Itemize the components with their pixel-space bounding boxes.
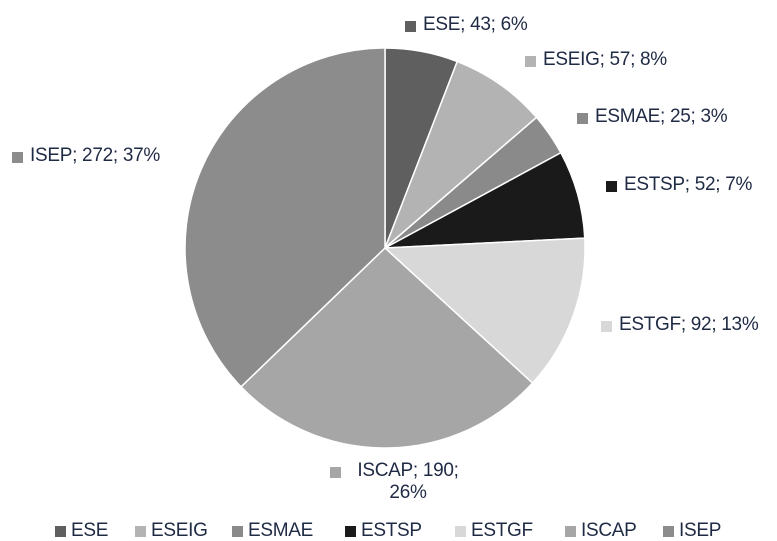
data-label: ISCAP; 190; 26% (357, 460, 459, 503)
label-swatch (405, 21, 416, 32)
data-label: ESTGF; 92; 13% (619, 314, 759, 335)
legend-swatch (232, 526, 243, 537)
data-label: ESMAE; 25; 3% (595, 106, 728, 127)
legend-label: ISEP (679, 520, 722, 541)
label-swatch (525, 56, 536, 67)
pie-slice (383, 237, 586, 385)
legend-swatch (565, 526, 576, 537)
data-label: ESEIG; 57; 8% (543, 49, 667, 70)
legend-label: ESEIG (151, 520, 208, 541)
label-swatch (601, 321, 612, 332)
legend-swatch (663, 526, 674, 537)
label-swatch (606, 181, 617, 192)
label-swatch (330, 467, 341, 478)
data-label: ESE; 43; 6% (423, 14, 528, 35)
legend-label: ESTSP (361, 520, 422, 541)
pie-slice (184, 47, 386, 388)
data-label: ESTSP; 52; 7% (624, 174, 753, 195)
legend-label: ESMAE (248, 520, 314, 541)
pie-slice (384, 60, 538, 249)
legend-swatch (345, 526, 356, 537)
legend-swatch (455, 526, 466, 537)
legend-label: ISCAP (581, 520, 637, 541)
label-swatch (577, 113, 588, 124)
legend-label: ESTGF (471, 520, 533, 541)
data-label: ISEP; 272; 37% (30, 145, 160, 166)
legend-swatch (55, 526, 66, 537)
legend-label: ESE (71, 520, 109, 541)
legend-swatch (135, 526, 146, 537)
pie-slice (239, 246, 534, 449)
label-swatch (12, 152, 23, 163)
